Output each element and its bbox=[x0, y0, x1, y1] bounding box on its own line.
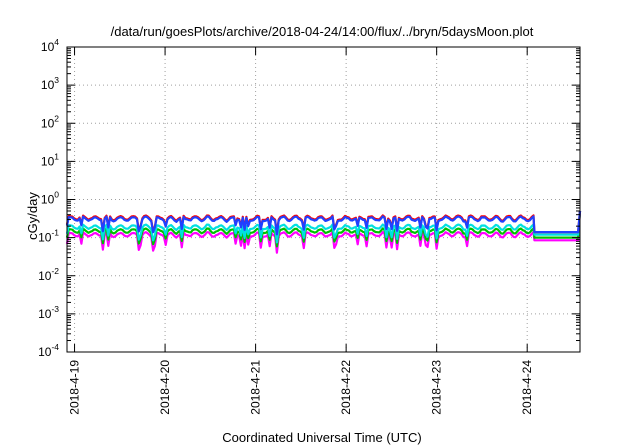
y-tick-label: 10-1 bbox=[38, 228, 59, 245]
x-tick-label: 2018-4-23 bbox=[430, 360, 444, 415]
y-tick-label: 101 bbox=[41, 151, 59, 168]
x-axis-label: Coordinated Universal Time (UTC) bbox=[222, 430, 421, 445]
chart-title: /data/run/goesPlots/archive/2018-04-24/1… bbox=[111, 24, 534, 39]
y-axis-label: cGy/day bbox=[25, 192, 40, 240]
series-line bbox=[65, 210, 582, 254]
y-ticks: 104 103 102 101 100 10-1 10-2 10-3 10-4 bbox=[38, 37, 580, 359]
x-tick-label: 2018-4-22 bbox=[339, 360, 353, 415]
y-tick-label: 10-3 bbox=[38, 304, 59, 321]
x-tick-label: 2018-4-24 bbox=[520, 360, 534, 415]
y-tick-label: 100 bbox=[41, 190, 59, 207]
y-tick-label: 102 bbox=[41, 113, 59, 130]
x-tick-label: 2018-4-20 bbox=[158, 360, 172, 415]
y-tick-label: 103 bbox=[41, 75, 59, 92]
y-tick-label: 10-2 bbox=[38, 266, 59, 283]
y-tick-label: 10-4 bbox=[38, 342, 59, 359]
x-ticks: 2018-4-19 2018-4-20 2018-4-21 2018-4-22 2018… bbox=[68, 47, 534, 415]
series-group bbox=[65, 210, 582, 254]
series-line bbox=[65, 210, 582, 236]
series-line bbox=[65, 210, 582, 244]
x-tick-label: 2018-4-19 bbox=[68, 360, 82, 415]
y-tick-label: 104 bbox=[41, 37, 59, 54]
x-tick-label: 2018-4-21 bbox=[249, 360, 263, 415]
